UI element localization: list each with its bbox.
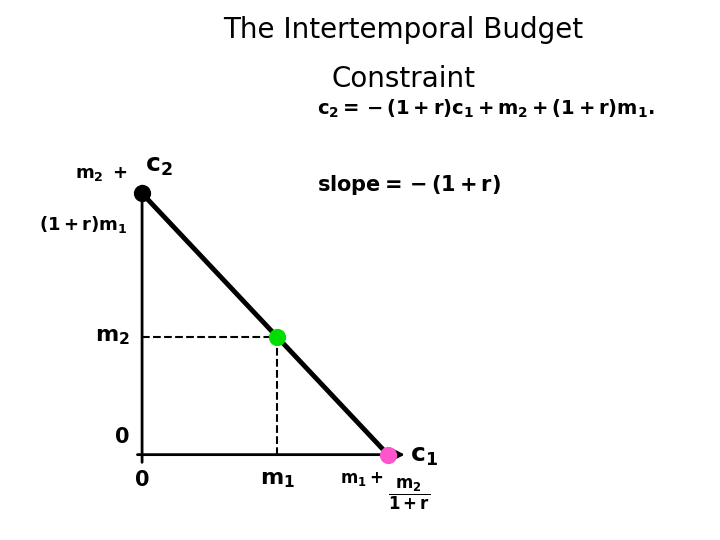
- Text: $\mathbf{m_1}$: $\mathbf{m_1}$: [260, 470, 294, 490]
- Text: $\mathbf{c_2 = -(1+r)c_1 + m_2 + (1+r)m_1.}$: $\mathbf{c_2 = -(1+r)c_1 + m_2 + (1+r)m_…: [317, 97, 654, 119]
- Point: [136, 189, 148, 198]
- Text: The Intertemporal Budget: The Intertemporal Budget: [223, 16, 583, 44]
- Text: $\mathbf{(1+r)m_1}$: $\mathbf{(1+r)m_1}$: [39, 214, 127, 235]
- Text: $\mathbf{\dfrac{m_2}{1+r}}$: $\mathbf{\dfrac{m_2}{1+r}}$: [388, 477, 430, 512]
- Text: $\mathbf{m_2\ +}$: $\mathbf{m_2\ +}$: [75, 165, 127, 183]
- Point: [271, 333, 283, 341]
- Text: $\mathbf{c_1}$: $\mathbf{c_1}$: [410, 444, 438, 468]
- Text: $\mathbf{0}$: $\mathbf{0}$: [135, 470, 150, 490]
- Point: [382, 450, 394, 459]
- Text: $\mathbf{m_2}$: $\mathbf{m_2}$: [95, 327, 130, 347]
- Text: Constraint: Constraint: [331, 65, 475, 93]
- Text: $\mathbf{c_2}$: $\mathbf{c_2}$: [145, 154, 172, 178]
- Text: $\mathbf{0}$: $\mathbf{0}$: [114, 427, 130, 447]
- Text: $\mathbf{m_1 +}$: $\mathbf{m_1 +}$: [340, 470, 383, 488]
- Text: $\mathbf{slope = -(1+r)}$: $\mathbf{slope = -(1+r)}$: [317, 173, 501, 197]
